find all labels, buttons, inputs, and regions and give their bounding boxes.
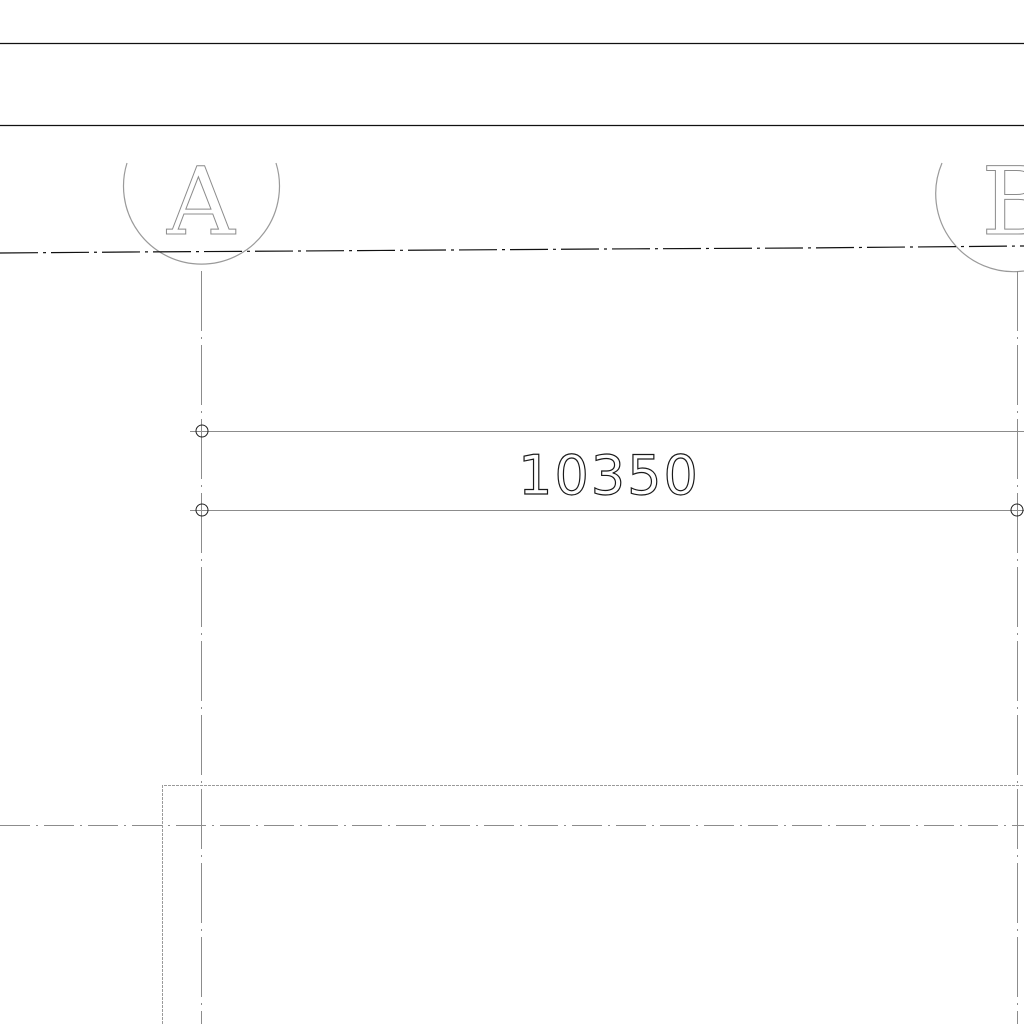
grid-bubble-a-circle (122, 162, 281, 265)
grid-bubble-b-label: B (981, 148, 1024, 257)
building-outline (162, 785, 1024, 1024)
grid-bubble-b: B (935, 148, 1024, 273)
grid-bubble-b-circle (935, 162, 1024, 273)
dimension-node-upper-left (195, 424, 209, 438)
grid-bubble-a: A (122, 148, 281, 265)
dimension-value: 10350 (518, 444, 700, 507)
reference-line-top (0, 245, 1024, 254)
dimension-node-lower-right (1010, 503, 1024, 517)
grid-bubble-a-label: A (166, 148, 236, 257)
dimension-node-lower-left (195, 503, 209, 517)
